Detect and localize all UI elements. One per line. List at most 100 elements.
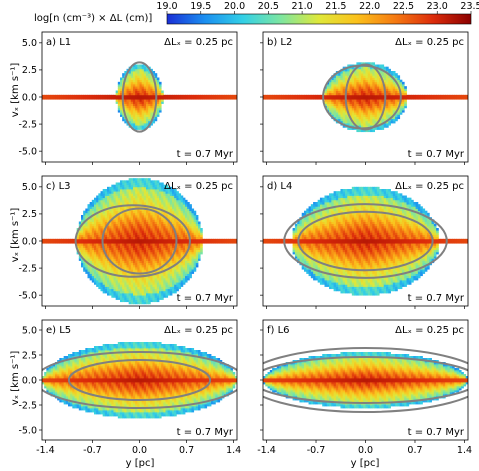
heatmap-cell [324,260,328,264]
heatmap-cell [349,77,353,81]
heatmap-cell [276,238,280,242]
heatmap-cell [180,275,184,279]
heatmap-cell [156,88,160,91]
heatmap-cell [358,103,362,107]
heatmap-cell [78,223,82,227]
heatmap-cell [347,123,350,126]
heatmap-cell [234,97,237,100]
heatmap-cell [381,94,385,98]
heatmap-cell [374,97,378,100]
heatmap-cell [191,247,195,251]
heatmap-cell [146,66,149,70]
heatmap-cell [163,184,166,188]
heatmap-cell [137,88,140,91]
heatmap-cell [285,241,289,244]
heatmap-cell [310,251,314,255]
heatmap-cell [143,71,147,74]
heatmap-cell [152,71,156,74]
heatmap-cell [89,221,93,225]
heatmap-cell [76,97,80,100]
heatmap-cell [174,275,177,279]
heatmap-cell [163,186,166,190]
heatmap-cell [333,112,337,115]
heatmap-cell [120,105,123,109]
heatmap-cell [117,295,121,298]
heatmap-cell [319,219,323,222]
heatmap-cell [148,286,151,290]
heatmap-cell [167,273,171,277]
heatmap-cell [349,101,353,104]
heatmap-cell [159,290,162,294]
heatmap-cell [83,234,86,238]
heatmap-cell [42,97,45,100]
heatmap-cell [226,97,229,100]
heatmap-cell [124,180,127,183]
heatmap-cell [120,110,123,113]
heatmap-cell [322,212,325,216]
heatmap-cell [356,73,360,76]
heatmap-cell [87,223,91,227]
heatmap-cell [383,77,387,81]
heatmap-cell [107,251,110,255]
heatmap-cell [163,212,166,216]
heatmap-cell [292,228,296,231]
heatmap-cell [315,264,319,268]
heatmap-cell [178,195,182,199]
heatmap-cell [182,199,186,203]
heatmap-cell [161,206,164,209]
heatmap-cell [185,219,188,222]
heatmap-cell [150,275,153,279]
heatmap-cell [193,262,197,266]
heatmap-cell [347,73,350,76]
heatmap-cell [143,221,147,225]
heatmap-cell [143,301,147,305]
heatmap-cell [143,64,147,68]
y-tick-label: -2.5 [18,263,37,274]
heatmap-cell [288,94,291,98]
heatmap-cell [342,118,346,122]
heatmap-cell [59,94,62,98]
heatmap-cell [290,94,294,98]
heatmap-cell [137,269,140,272]
heatmap-cell [100,267,104,270]
heatmap-cell [308,234,312,238]
heatmap-cell [161,182,164,186]
heatmap-cell [122,299,125,303]
heatmap-cell [135,127,138,130]
heatmap-cell [319,232,323,235]
heatmap-cell [322,199,325,203]
heatmap-cell [146,77,149,81]
heatmap-cell [154,219,158,222]
heatmap-cell [187,260,190,264]
heatmap-cell [322,245,325,248]
heatmap-cell [85,238,88,242]
heatmap-cell [310,256,314,259]
heatmap-cell [322,197,325,201]
heatmap-cell [161,251,164,255]
heatmap-cell [122,197,125,201]
heatmap-cell [135,301,138,305]
heatmap-cell [342,107,346,111]
heatmap-cell [100,282,104,285]
heatmap-cell [130,284,134,287]
heatmap-cell [139,282,143,285]
heatmap-cell [324,280,328,283]
heatmap-cell [57,94,60,98]
heatmap-cell [148,180,151,183]
heatmap-cell [120,238,123,242]
heatmap-cell [356,62,360,65]
heatmap-cell [115,234,119,238]
heatmap-cell [109,275,112,279]
heatmap-cell [315,217,319,220]
heatmap-cell [367,97,371,100]
heatmap-cell [176,247,179,251]
heatmap-cell [174,290,177,294]
heatmap-cell [317,280,321,283]
heatmap-cell [148,249,151,253]
heatmap-cell [139,116,143,120]
heatmap-cell [143,284,147,287]
heatmap-cell [185,262,188,266]
heatmap-cell [141,277,145,281]
heatmap-cell [388,68,391,72]
heatmap-cell [367,101,371,104]
